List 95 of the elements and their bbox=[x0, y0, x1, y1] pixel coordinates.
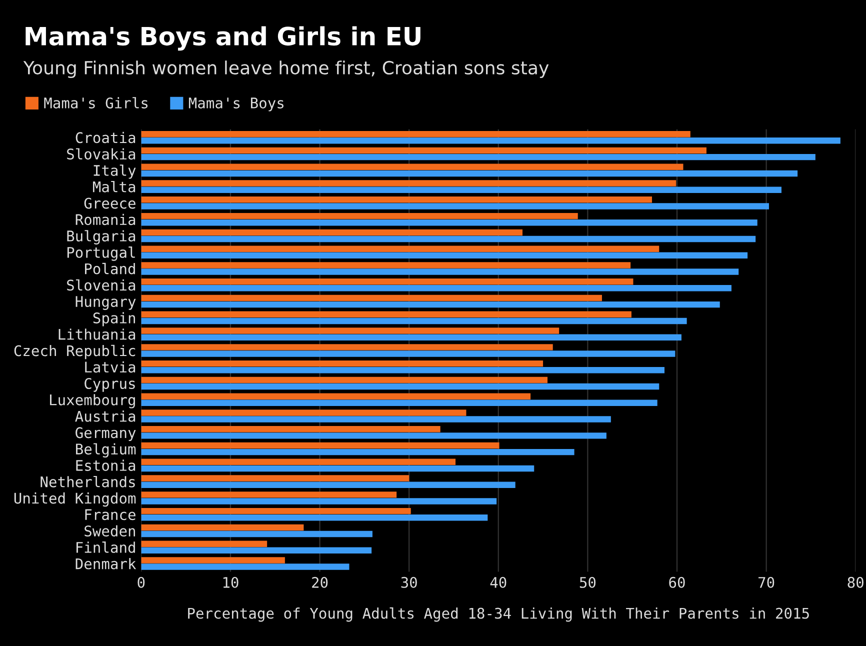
y-tick-label: Portugal bbox=[67, 246, 135, 261]
y-tick-label: Latvia bbox=[85, 361, 136, 373]
bar bbox=[141, 383, 660, 390]
y-tick-label: Greece bbox=[84, 198, 136, 209]
y-tick-label: Romania bbox=[76, 214, 136, 226]
y-tick-label: France bbox=[85, 509, 136, 520]
bar bbox=[141, 540, 268, 547]
bar bbox=[141, 442, 500, 449]
bar bbox=[141, 268, 739, 275]
bar bbox=[141, 475, 410, 482]
bar bbox=[141, 508, 411, 514]
bar bbox=[141, 530, 372, 538]
bar bbox=[141, 147, 706, 154]
bar bbox=[141, 131, 690, 138]
bar bbox=[141, 400, 658, 406]
bar bbox=[141, 360, 544, 367]
bar bbox=[141, 334, 682, 340]
bar bbox=[141, 170, 798, 177]
bar bbox=[141, 285, 732, 292]
y-tick-label: Denmark bbox=[76, 558, 136, 570]
y-tick-label: Germany bbox=[76, 427, 136, 442]
bar bbox=[141, 344, 553, 350]
y-tick-label: Slovenia bbox=[67, 279, 136, 291]
bar bbox=[141, 426, 440, 432]
bar bbox=[141, 301, 720, 308]
x-tick-label: 80 bbox=[848, 576, 864, 588]
y-tick-label: Lithuania bbox=[58, 328, 136, 340]
bar bbox=[141, 448, 574, 456]
chart-subtitle: Young Finnish women leave home first, Croatian sons stay bbox=[23, 60, 549, 78]
y-tick-label: Italy bbox=[94, 164, 136, 179]
bar bbox=[141, 164, 684, 170]
bar bbox=[141, 547, 372, 554]
bar bbox=[141, 278, 634, 285]
bar bbox=[141, 350, 676, 357]
y-tick-label: Belgium bbox=[76, 443, 136, 458]
bar bbox=[141, 393, 531, 400]
y-tick-label: Netherlands bbox=[40, 476, 135, 488]
bar bbox=[141, 432, 606, 439]
y-tick-label: Sweden bbox=[84, 525, 135, 537]
bar bbox=[141, 262, 631, 268]
y-tick-label: Malta bbox=[93, 180, 136, 192]
bar bbox=[141, 498, 497, 504]
bar bbox=[141, 318, 687, 324]
bar bbox=[141, 514, 488, 521]
bar bbox=[141, 220, 758, 226]
bar bbox=[141, 564, 350, 570]
bar bbox=[141, 186, 782, 193]
x-tick-label: 10 bbox=[223, 576, 238, 588]
y-tick-label: Austria bbox=[75, 410, 136, 422]
legend-label: Mama's Girls bbox=[44, 97, 148, 108]
y-tick-label: Luxembourg bbox=[50, 394, 135, 408]
bar bbox=[141, 252, 748, 259]
bar bbox=[141, 246, 660, 252]
bar bbox=[141, 236, 756, 242]
bar bbox=[141, 492, 397, 498]
chart-title: Mama's Boys and Girls in EU bbox=[26, 26, 420, 51]
x-tick-label: 60 bbox=[669, 576, 685, 588]
bar bbox=[141, 416, 611, 422]
y-tick-label: Czech Republic bbox=[14, 344, 136, 360]
y-tick-label: Cyprus bbox=[84, 378, 135, 392]
bar bbox=[141, 376, 548, 384]
y-tick-label: Slovakia bbox=[67, 148, 136, 160]
y-tick-label: Spain bbox=[93, 312, 135, 326]
bar bbox=[141, 229, 522, 236]
bar bbox=[141, 294, 602, 302]
x-axis-title: Percentage of Young Adults Aged 18-34 Living With Their Parents in 2015 bbox=[188, 607, 809, 622]
y-tick-label: United Kingdom bbox=[14, 492, 136, 507]
y-tick-label: Finland bbox=[76, 542, 135, 553]
bar bbox=[141, 328, 560, 334]
bar bbox=[141, 180, 676, 186]
y-tick-label: Croatia bbox=[76, 132, 136, 144]
bar bbox=[141, 458, 456, 466]
x-tick-label: 0 bbox=[138, 576, 145, 588]
bar bbox=[141, 154, 816, 160]
bar bbox=[141, 203, 769, 210]
bar bbox=[141, 212, 578, 220]
legend-label: Mama's Boys bbox=[188, 98, 284, 112]
bar bbox=[141, 367, 664, 374]
bar bbox=[141, 410, 466, 416]
bar bbox=[141, 196, 652, 203]
y-tick-label: Hungary bbox=[76, 296, 136, 310]
bar bbox=[141, 138, 840, 144]
bar bbox=[141, 311, 632, 318]
bar bbox=[141, 524, 304, 531]
y-tick-label: Estonia bbox=[76, 460, 136, 471]
bar bbox=[141, 465, 534, 472]
bar bbox=[141, 482, 516, 488]
x-tick-label: 40 bbox=[490, 576, 506, 588]
x-tick-label: 30 bbox=[401, 576, 417, 588]
y-tick-label: Poland bbox=[85, 262, 135, 274]
bar bbox=[141, 557, 285, 564]
x-tick-label: 50 bbox=[580, 576, 596, 588]
y-tick-label: Bulgaria bbox=[67, 230, 136, 244]
x-tick-label: 20 bbox=[312, 576, 328, 588]
x-tick-label: 70 bbox=[758, 576, 774, 588]
